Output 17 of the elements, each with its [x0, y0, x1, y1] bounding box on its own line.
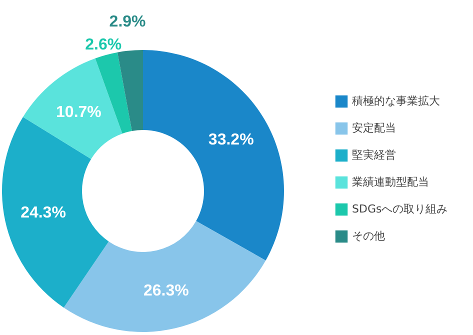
data-label: 10.7%: [56, 104, 102, 121]
donut-slice: [64, 221, 266, 332]
legend-label: 積極的な事業拡大: [352, 94, 440, 108]
data-label: 33.2%: [208, 132, 254, 149]
donut-slice: [23, 58, 122, 159]
donut-slice: [2, 116, 109, 308]
data-label: 2.9%: [109, 14, 146, 31]
donut-slice: [117, 50, 143, 132]
legend-label: 業績連動型配当: [352, 176, 429, 188]
data-label: 26.3%: [144, 282, 189, 300]
legend-label: 安定配当: [352, 122, 396, 134]
legend-label: その他: [352, 230, 385, 242]
donut-slice: [143, 50, 284, 260]
legend-label: 堅実経営: [352, 148, 396, 162]
data-label: 24.3%: [20, 204, 66, 222]
legend-label: SDGsへの取り組み: [352, 202, 448, 216]
data-label: 2.6%: [85, 36, 122, 54]
